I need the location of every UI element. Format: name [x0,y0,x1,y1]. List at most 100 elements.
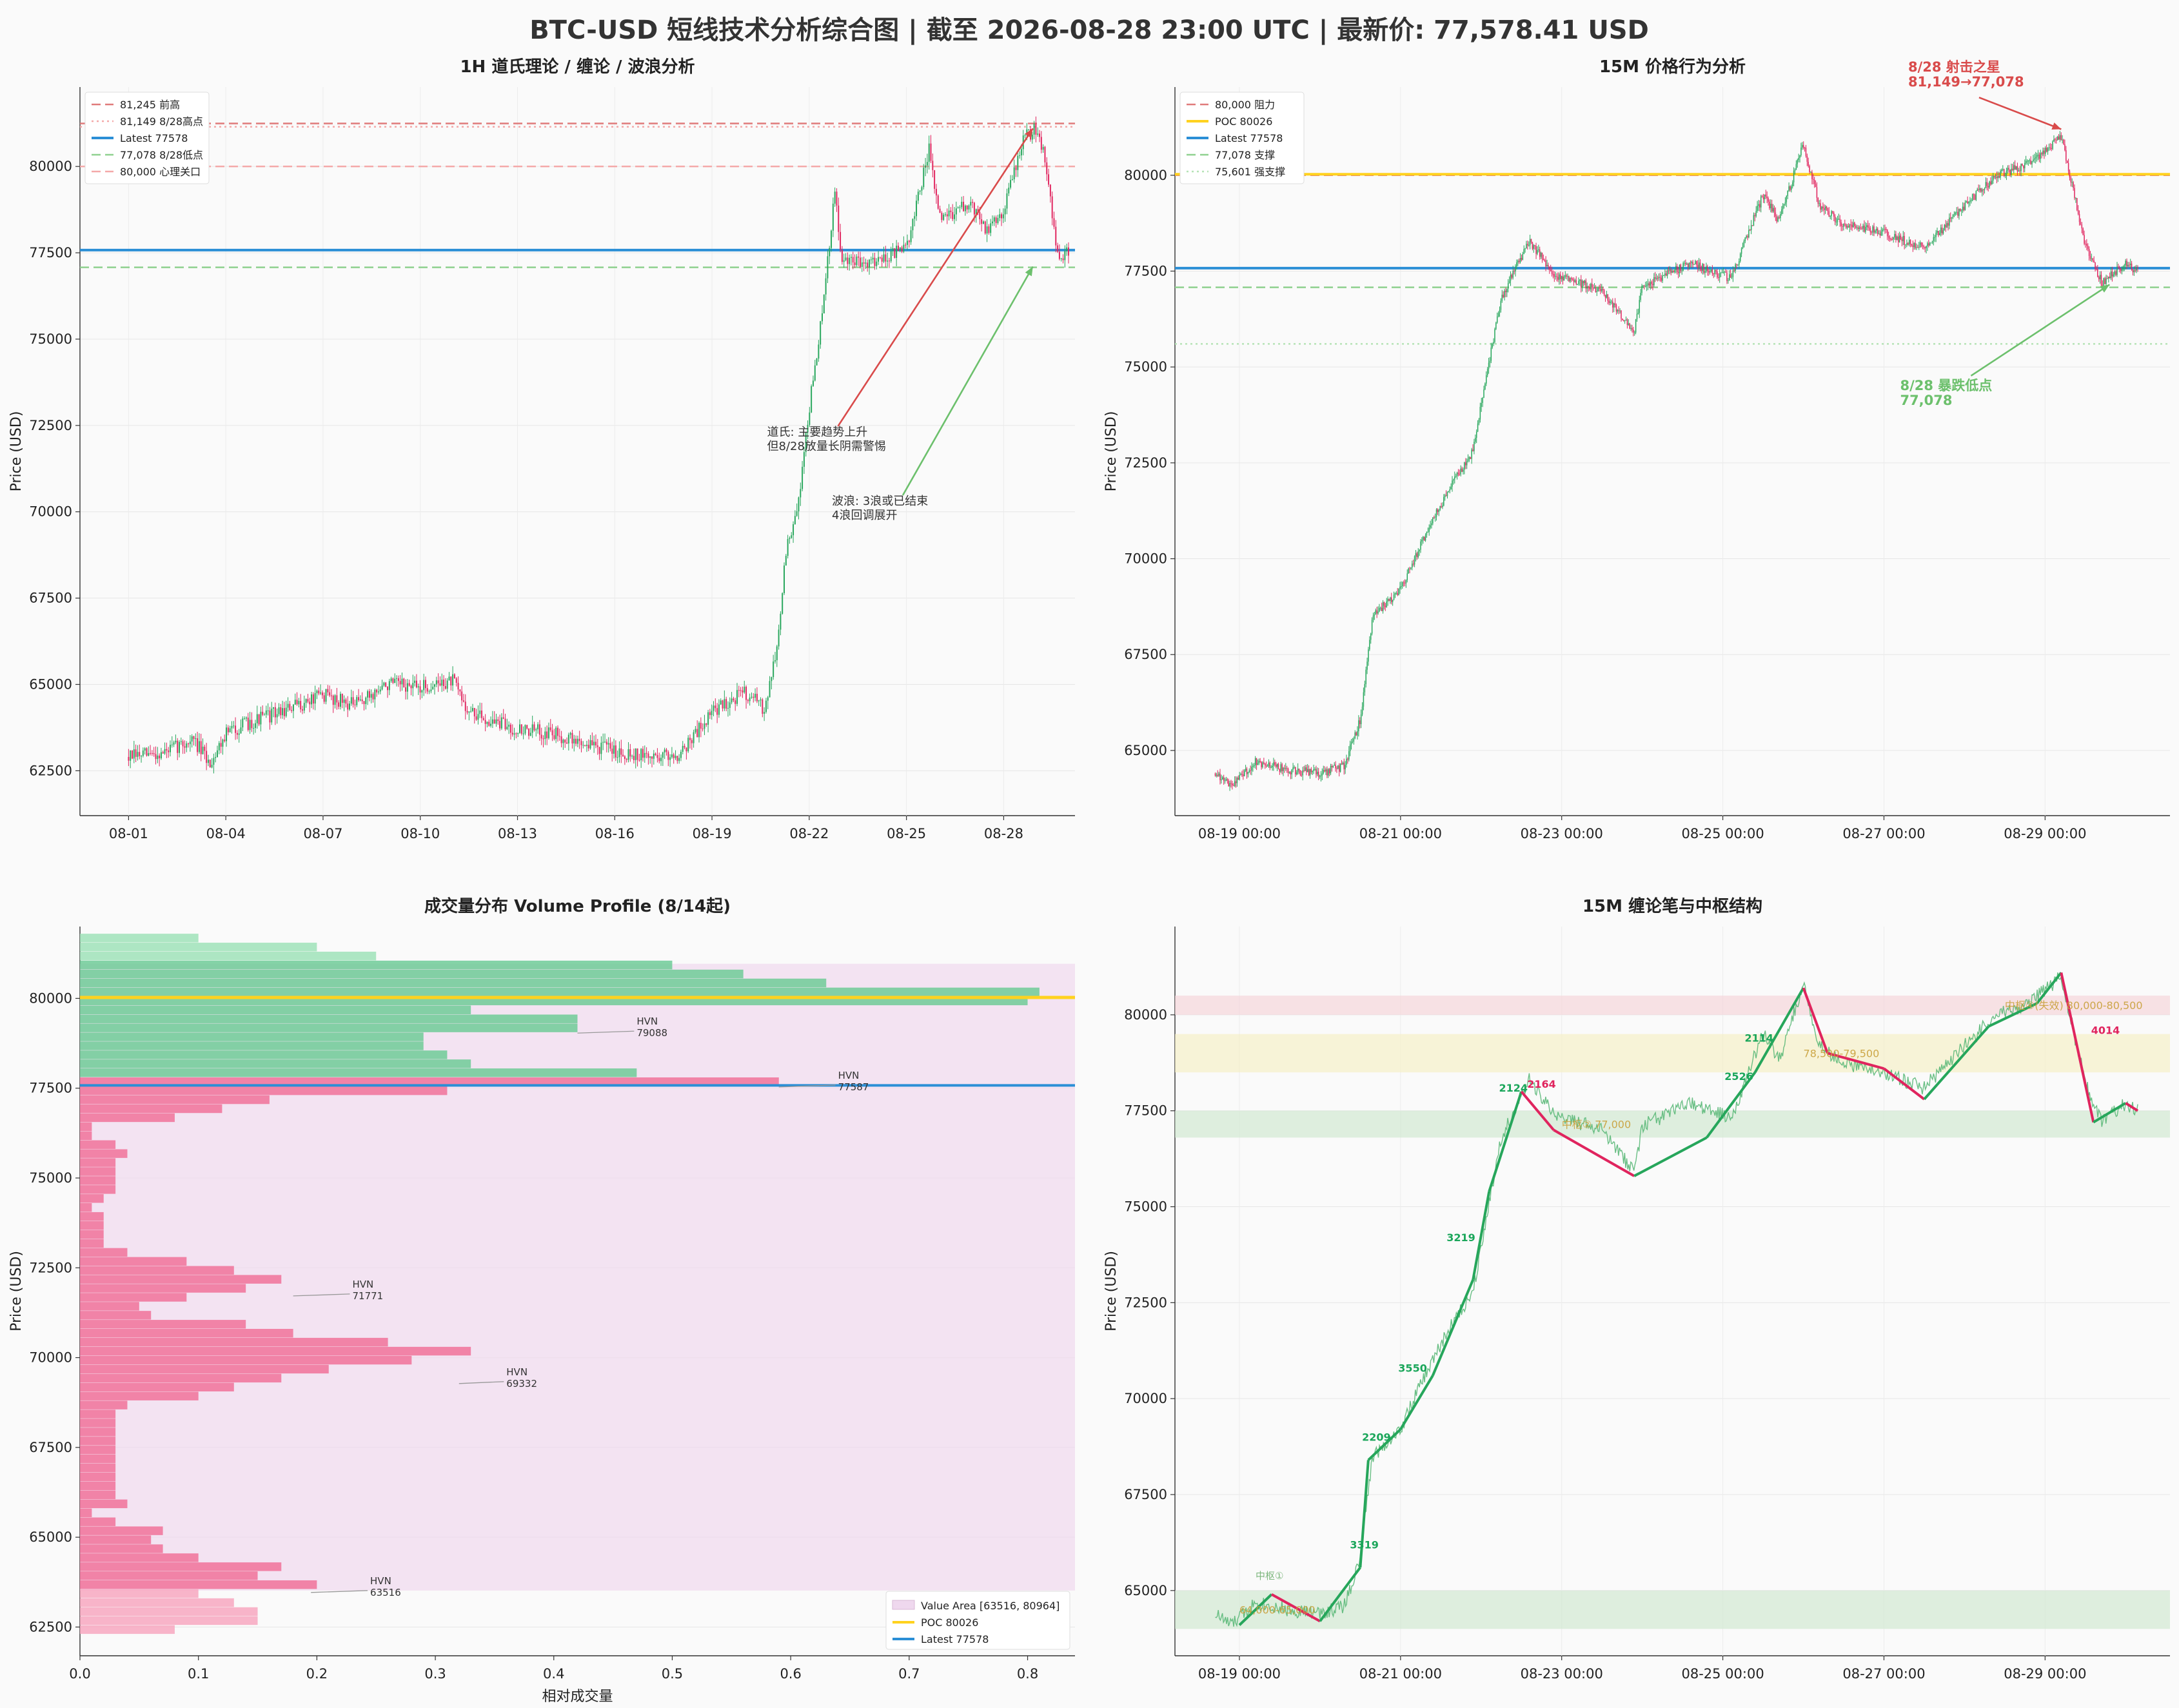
candle-body [838,205,840,232]
candle-body [1659,277,1661,278]
volume-bar [80,1122,92,1132]
candle-body [1652,284,1653,286]
candle-body [1456,472,1458,476]
candle-body [316,691,318,693]
x-tick-label: 0.3 [424,1666,446,1682]
candle-body [829,248,831,257]
candle-body [820,321,822,345]
candle-body [1655,277,1656,279]
y-axis-label: Price (USD) [1103,1251,1119,1331]
candle-body [365,697,367,704]
candle-body [2102,285,2104,286]
candle-body [660,758,662,761]
stroke-length-label: 2114 [1745,1032,1774,1045]
candle-body [1902,235,1904,242]
candle-body [609,743,611,749]
candle-body [146,748,148,756]
candle-body [220,743,222,747]
hvn-label: 69332 [506,1378,537,1389]
candle-body [1523,249,1524,255]
candle-body [1365,669,1366,684]
y-tick-label: 77500 [1124,1103,1167,1119]
candle-body [280,707,282,716]
candle-body [836,191,838,206]
candle-body [276,714,278,718]
candle-body [1258,761,1260,764]
y-tick-label: 75000 [29,1170,72,1186]
candle-body [789,538,791,539]
candle-body [1979,188,1980,190]
volume-bar [80,1167,116,1176]
candle-body [979,212,981,220]
candle-body [1326,769,1328,776]
candle-body [946,214,948,217]
candle-body [749,697,751,702]
hvn-arrow [577,1030,635,1034]
y-tick-label: 65000 [1124,743,1167,758]
candle-body [1296,772,1297,775]
candle-body [1248,770,1250,772]
candle-body [1709,271,1711,273]
candle-body [1519,258,1521,262]
candle-body [1348,751,1350,760]
candle-body [961,201,963,208]
candle-body [1596,291,1598,292]
candle-body [1338,765,1340,772]
candle-body [1987,186,1989,188]
candle-body [676,756,678,761]
candle-body [157,755,159,760]
candle-body [2056,136,2058,141]
volume-bar [80,1059,471,1068]
legend-entry: 77,078 支撑 [1215,149,1275,161]
candle-body [1347,758,1348,760]
candle-body [484,720,486,724]
candle-body [1798,157,1799,161]
candle-body [1665,273,1667,276]
volume-bar [80,1185,116,1194]
candle-body [2127,264,2129,267]
candle-body [1381,607,1383,611]
candle-body [1581,279,1582,288]
candle-body [424,680,426,689]
volume-bar [80,1014,578,1023]
candle-body [966,205,968,210]
candle-body [2046,148,2047,152]
candle-body [1750,230,1751,231]
candle-body [1393,594,1395,600]
candle-body [1933,237,1935,241]
panel-title: 成交量分布 Volume Profile (8/14起) [424,896,731,916]
candle-body [1980,188,1982,192]
candle-body [640,749,642,761]
candle-body [475,716,477,720]
candle-body [1669,270,1671,271]
candle-body [1618,309,1619,311]
candle-body [397,678,399,682]
candle-body [849,257,851,264]
candle-body [673,754,675,758]
candle-body [1263,762,1265,764]
candle-body [793,524,794,536]
candle-body [1753,215,1755,226]
candle-body [1935,232,1937,237]
candle-body [1945,224,1946,228]
candle-body [1726,272,1728,281]
stroke-length-label: 2164 [1527,1078,1556,1090]
plot-area [1175,87,2170,816]
candle-body [1478,419,1480,424]
candle-body [1640,293,1641,300]
candle-body [1831,211,1832,217]
candle-body [1695,260,1696,264]
candle-body [1268,762,1270,767]
candle-body [285,707,287,716]
candle-body [2016,166,2018,172]
candle-body [705,723,707,725]
volume-bar [80,1446,116,1455]
candle-body [872,257,874,260]
x-tick-label: 08-27 00:00 [1842,826,1925,841]
candle-body [271,709,273,723]
candle-body [970,202,972,206]
candle-body [2132,270,2134,273]
x-tick-label: 08-29 00:00 [2004,826,2086,841]
candle-body [1239,774,1240,780]
x-tick-label: 08-25 [887,826,926,841]
